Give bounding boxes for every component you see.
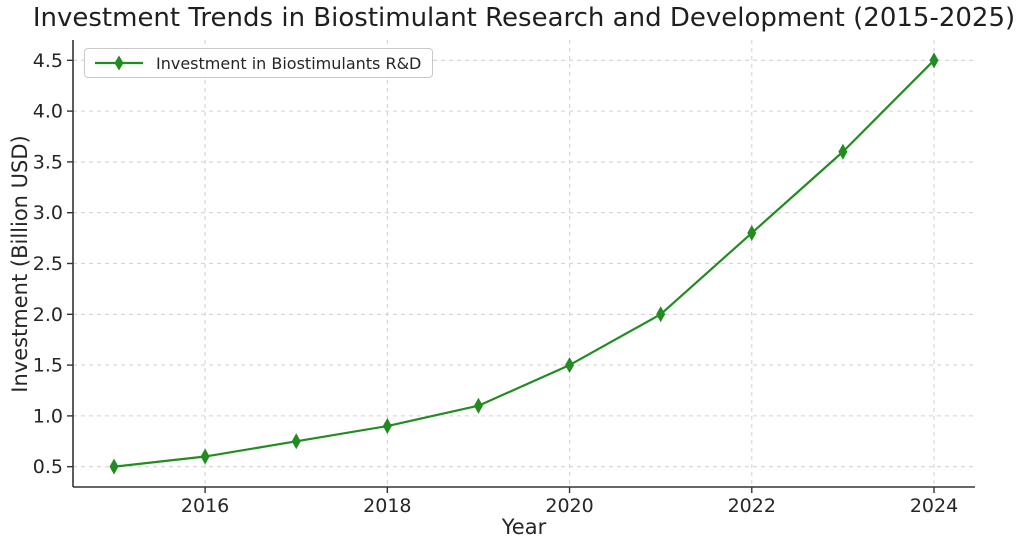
data-point-marker (565, 357, 575, 374)
data-point-marker (200, 448, 210, 465)
y-tick-label: 2.5 (33, 253, 63, 275)
legend-line-marker-icon (95, 55, 143, 71)
data-point-marker (929, 52, 939, 69)
data-point-marker (838, 143, 848, 160)
y-axis-label: Investment (Billion USD) (8, 135, 32, 393)
x-tick-label: 2018 (363, 495, 411, 517)
y-tick-label: 3.5 (33, 151, 63, 173)
legend: Investment in Biostimulants R&D (84, 48, 434, 78)
x-tick-label: 2020 (545, 495, 593, 517)
x-tick-label: 2016 (181, 495, 229, 517)
y-tick-label: 4.0 (33, 101, 63, 123)
y-tick-label: 2.0 (33, 304, 63, 326)
data-point-marker (747, 225, 757, 242)
x-tick-label: 2022 (728, 495, 776, 517)
x-tick-label: 2024 (910, 495, 958, 517)
chart-title: Investment Trends in Biostimulant Resear… (32, 3, 1016, 33)
data-point-marker (382, 418, 392, 435)
data-line (112, 59, 936, 468)
y-tick-label: 0.5 (33, 456, 63, 478)
y-tick-label: 4.5 (33, 50, 63, 72)
data-point-marker (291, 433, 301, 450)
x-axis-label: Year (501, 515, 547, 539)
legend-label: Investment in Biostimulants R&D (156, 53, 422, 73)
legend-sample-marker (114, 55, 124, 71)
data-point-marker (473, 397, 483, 414)
y-tick-label: 1.0 (33, 405, 63, 427)
data-point-marker (656, 306, 666, 323)
y-tick-label: 1.5 (33, 355, 63, 377)
y-tick-label: 3.0 (33, 202, 63, 224)
data-point-marker (109, 458, 119, 475)
